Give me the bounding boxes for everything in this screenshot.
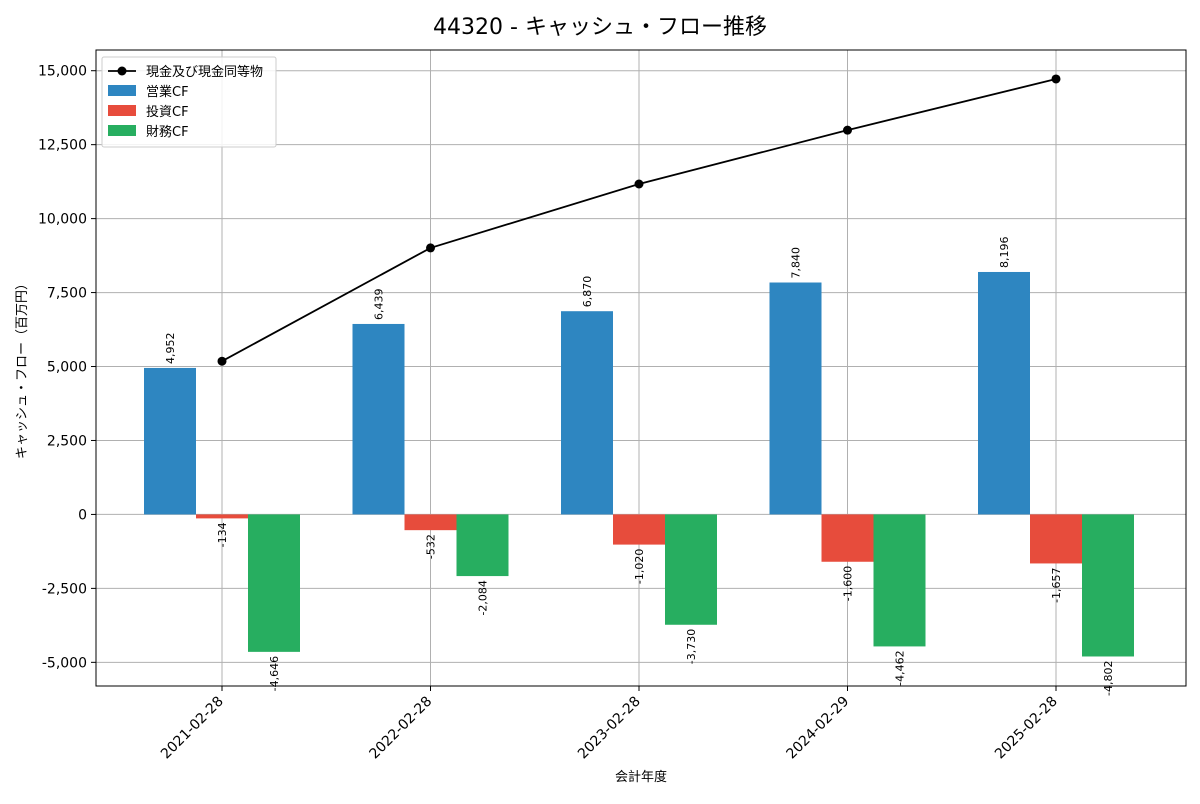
y-tick-label: 2,500 xyxy=(47,433,87,449)
bar-value-label: -1,600 xyxy=(842,566,855,601)
y-tick-label: 0 xyxy=(78,507,87,523)
legend-label-investing: 投資CF xyxy=(146,104,189,120)
bar-operating xyxy=(978,271,1030,515)
y-tick-label: -2,500 xyxy=(42,581,87,597)
bar-financing xyxy=(1082,514,1134,657)
y-tick-label: 15,000 xyxy=(38,64,87,80)
bar-value-label: -1,657 xyxy=(1050,567,1063,602)
cash-point xyxy=(426,243,435,253)
y-tick-label: -5,000 xyxy=(42,655,87,671)
bar-investing xyxy=(821,514,874,562)
bar-value-label: 6,870 xyxy=(581,276,594,308)
x-tick-label: 2021-02-28 xyxy=(158,694,227,763)
bar-financing xyxy=(665,514,717,625)
x-axis-label: 会計年度 xyxy=(615,769,667,785)
legend-label-operating: 営業CF xyxy=(146,84,189,100)
bar-financing xyxy=(248,514,300,652)
y-tick-label: 12,500 xyxy=(38,138,87,154)
legend: 現金及び現金同等物 営業CF 投資CF 財務CF xyxy=(101,56,277,148)
cash-point xyxy=(843,125,852,135)
y-tick-label: 10,000 xyxy=(38,212,87,228)
plot-frame xyxy=(95,49,1187,687)
bar-value-label: -532 xyxy=(425,534,438,559)
bar-value-label: 6,439 xyxy=(373,288,386,320)
x-tick-label: 2023-02-28 xyxy=(575,694,644,763)
bar-value-label: -4,802 xyxy=(1102,660,1115,695)
y-tick-label: 5,000 xyxy=(47,360,87,376)
bar-operating xyxy=(769,282,822,515)
y-axis-label: キャッシュ・フロー（百万円） xyxy=(15,277,30,459)
bar-value-label: -1,020 xyxy=(633,549,646,584)
legend-line-marker xyxy=(117,66,127,76)
cash-point xyxy=(1051,74,1061,84)
bar-investing xyxy=(613,514,665,545)
bar-value-label: 4,952 xyxy=(164,332,177,364)
bar-investing xyxy=(404,514,457,531)
bar-value-label: -4,646 xyxy=(268,656,281,691)
bar-investing xyxy=(196,514,248,519)
bars-layer xyxy=(144,271,1134,657)
bar-investing xyxy=(1030,514,1082,564)
line-layer xyxy=(217,74,1061,366)
legend-label-financing: 財務CF xyxy=(146,125,189,140)
bar-value-label: -134 xyxy=(216,522,229,547)
legend-box xyxy=(101,56,277,148)
bar-value-label: 7,840 xyxy=(790,247,803,279)
bar-value-label: -3,730 xyxy=(685,629,698,664)
bar-financing xyxy=(456,514,509,577)
x-tick-label: 2025-02-28 xyxy=(992,694,1061,763)
grid-layer xyxy=(96,50,1186,686)
bar-operating xyxy=(352,323,405,515)
bar-financing xyxy=(873,514,926,647)
cash-point xyxy=(217,356,227,366)
bar-operating xyxy=(144,367,196,515)
legend-swatch-investing xyxy=(108,105,136,116)
legend-swatch-operating xyxy=(108,85,136,96)
bar-value-label: -4,462 xyxy=(894,650,907,685)
bar-operating xyxy=(561,311,613,515)
chart-title: 44320 - キャッシュ・フロー推移 xyxy=(433,15,767,40)
bar-value-label: 8,196 xyxy=(998,236,1011,268)
x-tick-label: 2022-02-28 xyxy=(366,694,435,763)
labels-layer: 4,952 6,439 6,870 7,840 8,196 -134 -532 -1,020 -… xyxy=(164,236,1115,695)
legend-swatch-financing xyxy=(108,125,136,136)
bar-value-label: -2,084 xyxy=(477,580,490,615)
y-tick-label: 7,500 xyxy=(47,286,87,302)
legend-label-cash: 現金及び現金同等物 xyxy=(146,64,263,80)
x-tick-label: 2024-02-29 xyxy=(783,694,852,763)
cash-point xyxy=(634,179,644,189)
